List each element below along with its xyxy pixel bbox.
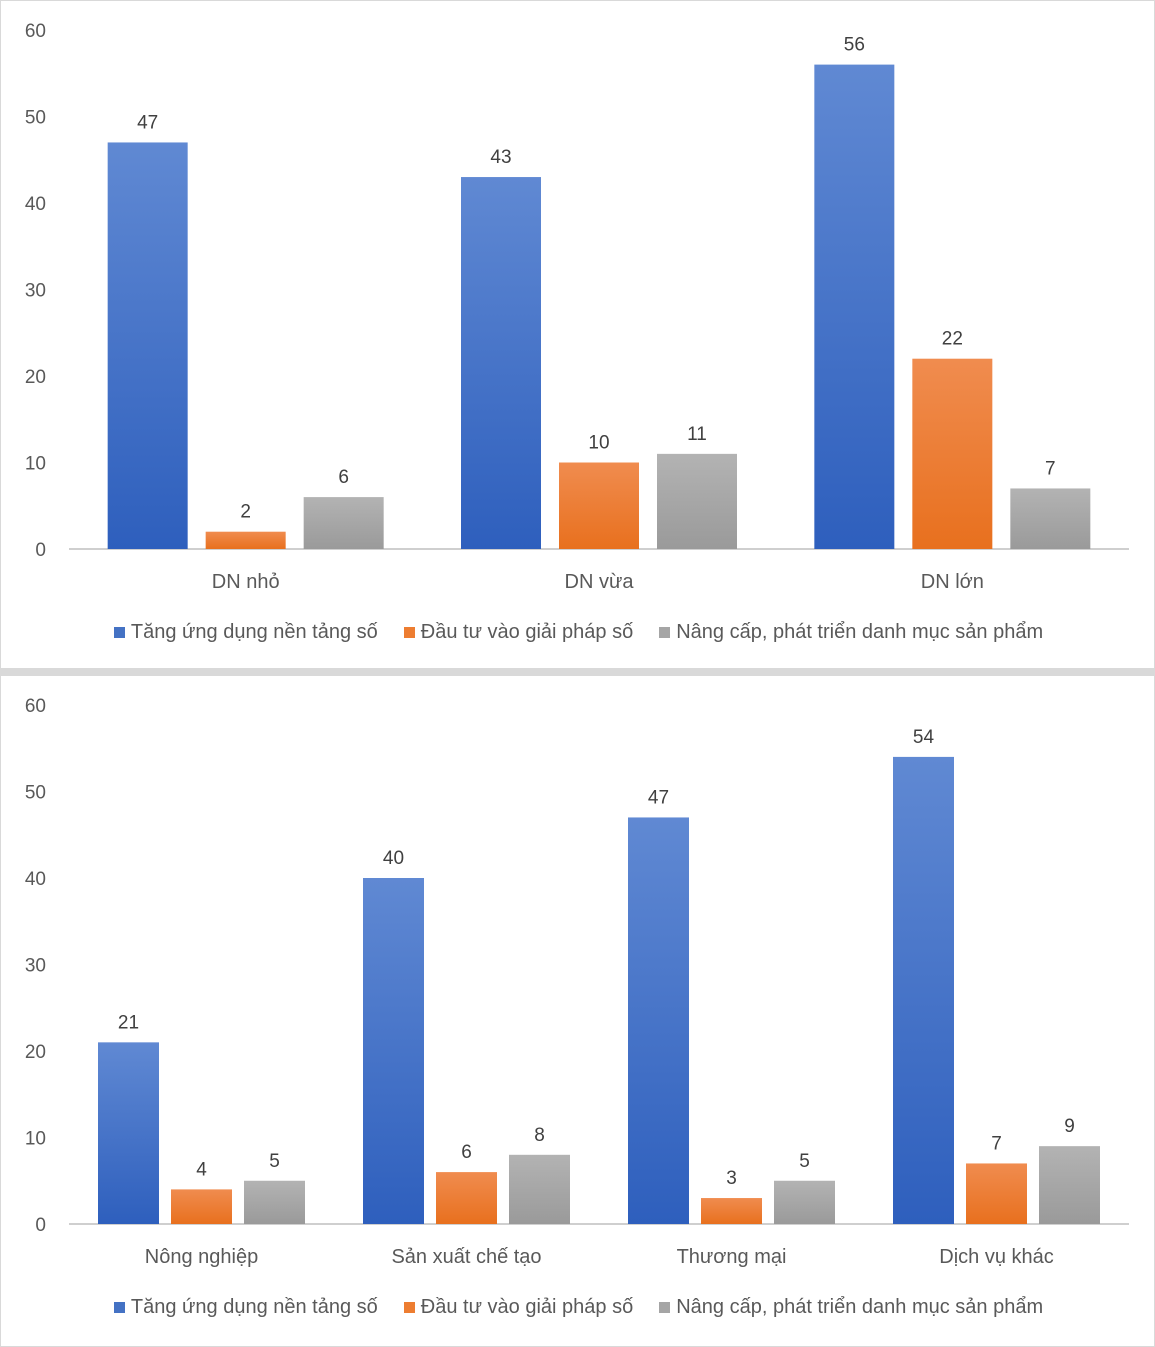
bar [436, 1172, 497, 1224]
panel-divider [0, 669, 1155, 675]
data-label: 5 [269, 1151, 280, 1172]
legend-label: Tăng ứng dụng nền tảng số [130, 621, 378, 643]
data-label: 40 [383, 848, 404, 869]
bar [966, 1163, 1027, 1224]
bar [912, 358, 993, 549]
y-tick-label: 0 [35, 1215, 46, 1236]
y-tick-label: 50 [25, 108, 46, 129]
legend-item: Tăng ứng dụng nền tảng số [113, 1296, 378, 1319]
y-tick-label: 10 [25, 1129, 46, 1150]
legend-label: Tăng ứng dụng nền tảng số [130, 1296, 378, 1318]
legend-item: Tăng ứng dụng nền tảng số [113, 621, 378, 644]
data-label: 3 [726, 1168, 737, 1189]
y-tick-label: 40 [25, 869, 46, 890]
legend: Tăng ứng dụng nền tảng số Đầu tư vào giả… [1, 621, 1155, 644]
y-tick-label: 60 [25, 696, 46, 717]
bar [303, 497, 384, 549]
bar [461, 177, 541, 550]
category-label: DN nhỏ [212, 571, 280, 593]
data-label: 9 [1064, 1116, 1075, 1137]
legend-label: Nâng cấp, phát triển danh mục sản phẩm [676, 621, 1044, 643]
y-tick-label: 40 [25, 194, 46, 215]
legend-swatch [659, 627, 671, 638]
data-label: 7 [1045, 458, 1056, 479]
data-label: 4 [196, 1159, 207, 1180]
y-tick-label: 20 [25, 1042, 46, 1063]
chart-size-svg: 0 10 20 30 40 50 60 47 2 6 DN nhỏ 43 10 11 DN vừa 56 22 7… [25, 21, 1129, 593]
bar [1010, 488, 1091, 549]
data-label: 47 [137, 112, 158, 133]
bar [363, 878, 424, 1224]
y-tick-label: 0 [35, 540, 46, 561]
category-label: Sản xuất chế tạo [391, 1246, 541, 1268]
data-label: 56 [844, 35, 865, 56]
data-label: 8 [534, 1125, 545, 1146]
category-label: Nông nghiệp [145, 1246, 258, 1268]
legend-swatch [113, 1302, 125, 1313]
legend-item: Nâng cấp, phát triển danh mục sản phẩm [659, 1296, 1043, 1319]
bar [98, 1042, 159, 1224]
y-tick-label: 20 [25, 367, 46, 388]
y-tick-label: 50 [25, 783, 46, 804]
bar [205, 531, 286, 549]
legend-label: Nâng cấp, phát triển danh mục sản phẩm [676, 1296, 1044, 1318]
bar [244, 1180, 305, 1224]
y-tick-label: 60 [25, 21, 46, 42]
bar [509, 1154, 570, 1224]
data-label: 47 [648, 787, 669, 808]
bar [559, 462, 639, 549]
category-label: Thương mại [677, 1246, 787, 1268]
bar [814, 64, 895, 549]
data-label: 43 [490, 147, 511, 168]
legend-swatch [659, 1302, 671, 1313]
y-tick-label: 10 [25, 454, 46, 475]
bar [1039, 1146, 1100, 1224]
data-label: 21 [118, 1012, 139, 1033]
y-tick-label: 30 [25, 281, 46, 302]
legend-item: Nâng cấp, phát triển danh mục sản phẩm [659, 621, 1043, 644]
legend-item: Đầu tư vào giải pháp số [403, 621, 634, 644]
data-label: 11 [687, 424, 707, 445]
chart-sector-svg: 0 10 20 30 40 50 60 21 4 5 Nông nghiệp 40 6 8 Sản xuất… [25, 696, 1129, 1268]
bar [628, 817, 689, 1224]
category-label: DN vừa [565, 571, 635, 593]
category-label: DN lớn [921, 571, 984, 593]
data-label: 22 [942, 329, 963, 350]
legend-swatch [113, 627, 125, 638]
data-label: 2 [240, 502, 251, 523]
bar [107, 142, 188, 549]
bar [701, 1198, 762, 1224]
chart-panel-size: 0 10 20 30 40 50 60 47 2 6 DN nhỏ 43 10 11 DN vừa 56 22 7… [0, 0, 1155, 669]
legend: Tăng ứng dụng nền tảng số Đầu tư vào giả… [1, 1296, 1155, 1319]
data-label: 54 [913, 727, 935, 748]
bar [657, 453, 737, 549]
data-label: 6 [338, 467, 349, 488]
y-tick-label: 30 [25, 956, 46, 977]
legend-item: Đầu tư vào giải pháp số [403, 1296, 634, 1319]
legend-label: Đầu tư vào giải pháp số [420, 621, 634, 643]
bar [893, 756, 954, 1224]
data-label: 5 [799, 1151, 810, 1172]
legend-swatch [403, 627, 415, 638]
data-label: 10 [588, 433, 609, 454]
data-label: 6 [461, 1142, 472, 1163]
chart-panel-sector: 0 10 20 30 40 50 60 21 4 5 Nông nghiệp 40 6 8 Sản xuất… [0, 675, 1155, 1347]
bar [774, 1180, 835, 1224]
legend-swatch [403, 1302, 415, 1313]
bar [171, 1189, 232, 1224]
data-label: 7 [991, 1133, 1002, 1154]
category-label: Dịch vụ khác [939, 1246, 1054, 1268]
legend-label: Đầu tư vào giải pháp số [420, 1296, 634, 1318]
